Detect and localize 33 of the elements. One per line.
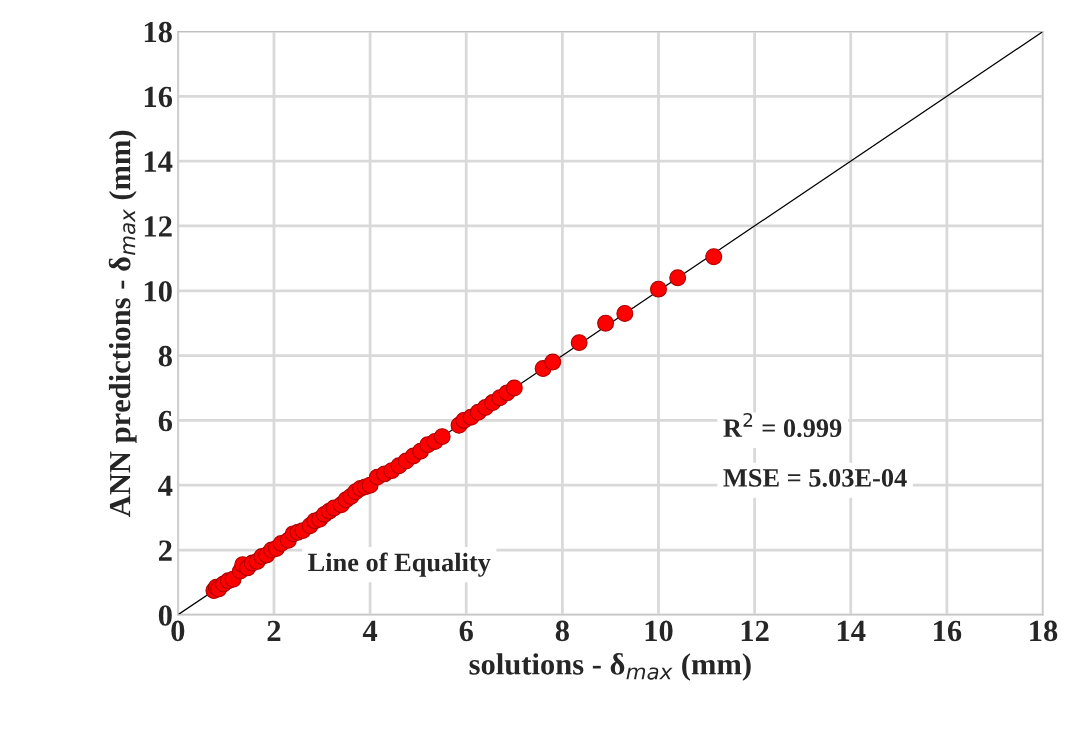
y-axis-title: ANN predictions - δ$_{max}$ (mm) <box>108 130 137 517</box>
y-tick-label: 4 <box>158 475 173 496</box>
y-tick-label: 18 <box>144 21 172 43</box>
x-tick-label: 16 <box>934 620 962 642</box>
x-axis-title: solutions - δ$_{max}$ (mm) <box>469 653 751 681</box>
x-tick-label: 4 <box>362 620 378 641</box>
point <box>570 334 588 352</box>
point <box>616 304 634 322</box>
point <box>544 353 562 371</box>
x-tick-label: 6 <box>459 620 473 642</box>
x-tick-label: 18 <box>1030 620 1058 642</box>
y-tick-label: 2 <box>158 540 172 561</box>
x-tick-label: 12 <box>741 620 769 641</box>
x-tick-label: 8 <box>555 620 569 642</box>
y-tick-label: 12 <box>144 216 172 237</box>
y-tick-label: 6 <box>158 410 173 432</box>
x-tick-label: 2 <box>267 620 281 641</box>
y-tick-label: 14 <box>144 151 173 172</box>
y-tick-label: 8 <box>158 345 172 367</box>
point <box>650 280 667 298</box>
y-tick-label: 10 <box>144 281 172 302</box>
annotation: Line of Equality <box>308 552 491 577</box>
point <box>705 248 723 266</box>
annotation: MSE = 5.03E-04 <box>723 468 907 487</box>
x-tick-label: 14 <box>837 620 866 641</box>
point <box>433 428 451 446</box>
point <box>597 314 615 332</box>
y-tick-label: 0 <box>158 605 172 626</box>
point <box>505 379 523 397</box>
annotation: R$^{2}$ = 0.999 <box>723 412 842 438</box>
point <box>669 269 687 287</box>
y-tick-label: 16 <box>144 86 173 108</box>
x-tick-label: 10 <box>645 620 673 642</box>
